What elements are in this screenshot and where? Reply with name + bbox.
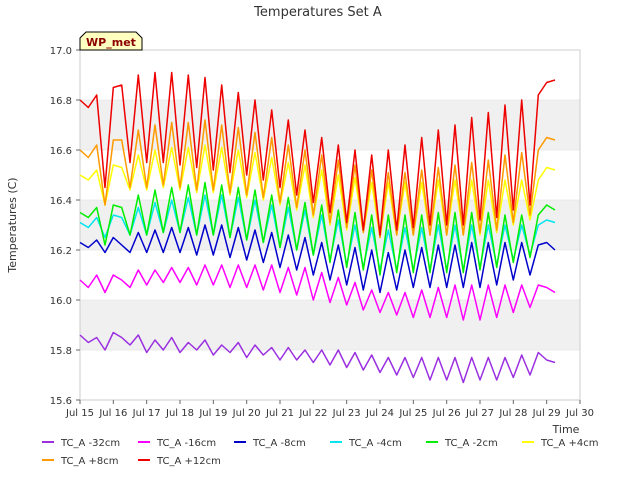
x-axis-label: Time bbox=[552, 423, 580, 436]
y-axis-ticks: 15.6 15.8 16.0 16.2 16.4 16.6 16.8 17.0 bbox=[50, 46, 80, 407]
x-tick-label-4: Jul 19 bbox=[198, 408, 227, 419]
legend-label-0: TC_A -32cm bbox=[60, 438, 120, 449]
series-line-1 bbox=[79, 264, 556, 321]
x-tick-label-10: Jul 25 bbox=[398, 408, 427, 419]
series-layer bbox=[79, 71, 556, 384]
legend-label-2: TC_A -8cm bbox=[252, 438, 306, 449]
legend-label-3: TC_A -4cm bbox=[348, 438, 402, 449]
y-tick-label-4: 16.4 bbox=[50, 196, 72, 207]
x-tick-label-0: Jul 15 bbox=[65, 408, 94, 419]
legend-label-1: TC_A -16cm bbox=[156, 438, 216, 449]
x-tick-label-7: Jul 22 bbox=[298, 408, 327, 419]
x-tick-label-5: Jul 20 bbox=[232, 408, 261, 419]
series-line-7 bbox=[79, 71, 556, 236]
x-tick-label-14: Jul 29 bbox=[532, 408, 561, 419]
x-tick-label-13: Jul 28 bbox=[498, 408, 527, 419]
x-tick-label-15: Jul 30 bbox=[565, 408, 594, 419]
legend: TC_A -32cm TC_A -16cm TC_A -8cm TC_A -4cm TC… bbox=[42, 438, 599, 467]
y-tick-label-5: 16.6 bbox=[50, 146, 72, 157]
x-tick-label-2: Jul 17 bbox=[132, 408, 161, 419]
x-tick-label-6: Jul 21 bbox=[265, 408, 294, 419]
series-line-2 bbox=[79, 224, 556, 294]
legend-label-4: TC_A -2cm bbox=[444, 438, 498, 449]
legend-label-7: TC_A +12cm bbox=[156, 456, 221, 467]
y-tick-label-3: 16.2 bbox=[50, 246, 72, 257]
y-tick-label-7: 17.0 bbox=[50, 46, 72, 57]
x-tick-label-8: Jul 23 bbox=[332, 408, 361, 419]
station-label-box: WP_met bbox=[79, 31, 143, 51]
station-label-text: WP_met bbox=[86, 36, 136, 49]
chart-title: Temperatures Set A bbox=[253, 5, 382, 20]
series-line-5 bbox=[79, 144, 556, 239]
series-line-6 bbox=[79, 119, 556, 239]
x-tick-label-3: Jul 18 bbox=[165, 408, 194, 419]
legend-label-6: TC_A +8cm bbox=[60, 456, 119, 467]
x-tick-label-12: Jul 27 bbox=[465, 408, 494, 419]
x-tick-label-1: Jul 16 bbox=[98, 408, 127, 419]
series-line-0 bbox=[79, 331, 556, 384]
y-axis-label: Temperatures (C) bbox=[6, 177, 19, 273]
x-tick-label-11: Jul 26 bbox=[432, 408, 461, 419]
y-tick-label-6: 16.8 bbox=[50, 96, 72, 107]
y-tick-label-2: 16.0 bbox=[50, 296, 72, 307]
x-axis-ticks: Jul 15 Jul 16 Jul 17 Jul 18 Jul 19 Jul 20 Jul … bbox=[65, 400, 594, 419]
series-line-4 bbox=[79, 181, 556, 276]
y-tick-label-1: 15.8 bbox=[50, 346, 72, 357]
y-tick-label-0: 15.6 bbox=[50, 396, 72, 407]
x-tick-label-9: Jul 24 bbox=[365, 408, 394, 419]
background-band-2 bbox=[80, 100, 580, 150]
station-label-background bbox=[79, 31, 143, 51]
background-band-0 bbox=[80, 300, 580, 350]
legend-label-5: TC_A +4cm bbox=[540, 438, 599, 449]
plot-area-frame bbox=[79, 49, 581, 401]
